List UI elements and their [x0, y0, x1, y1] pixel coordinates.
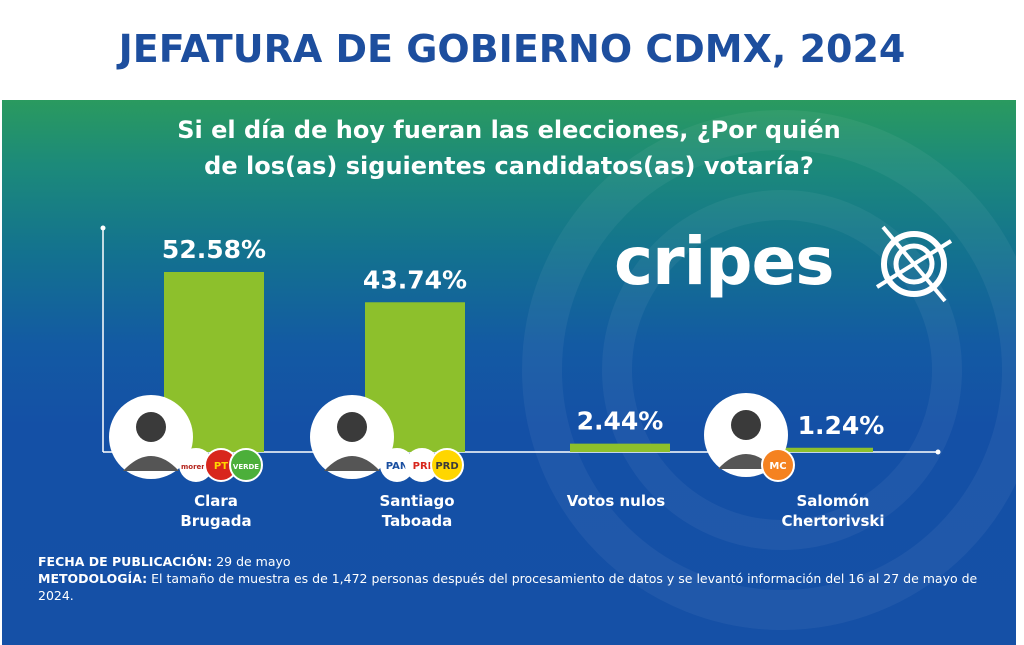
category-label: Votos nulos [567, 492, 666, 510]
party-logo-text: PRD [435, 461, 458, 472]
value-label: 52.58% [162, 235, 266, 264]
candidate-body-icon [324, 456, 380, 471]
value-label: 1.24% [798, 411, 885, 440]
value-label: 2.44% [577, 407, 664, 436]
party-logo-movimiento-ciudadano-icon [761, 448, 795, 482]
methodology-label: METODOLOGÍA: [38, 571, 148, 586]
publication-date-value: 29 de mayo [216, 554, 291, 569]
y-axis-end-dot [100, 225, 106, 231]
party-logo-text: PT [214, 461, 228, 472]
chart-panel: Si el día de hoy fueran las elecciones, … [2, 100, 1016, 645]
party-logo-text: VERDE [233, 463, 259, 471]
question-line-2: de los(as) siguientes candidatos(as) vot… [204, 152, 814, 180]
survey-question: Si el día de hoy fueran las elecciones, … [2, 112, 1016, 184]
category-label: Brugada [180, 512, 251, 530]
bar-salomón-chertorivski [773, 447, 873, 452]
party-logo-verde-icon [229, 448, 263, 482]
category-label: Salomón [797, 492, 870, 510]
category-label: Chertorivski [781, 512, 884, 530]
party-logo-prd-icon [430, 448, 464, 482]
methodology: METODOLOGÍA: El tamaño de muestra es de … [38, 570, 998, 604]
bar-votos-nulos [570, 443, 670, 452]
candidate-head-icon [337, 412, 367, 442]
header: JEFATURA DE GOBIERNO CDMX, 2024 [0, 0, 1024, 100]
footer-notes: FECHA DE PUBLICACIÓN: 29 de mayo METODOL… [38, 553, 998, 604]
category-label: Taboada [382, 512, 452, 530]
page-title: JEFATURA DE GOBIERNO CDMX, 2024 [118, 27, 906, 71]
x-axis-end-dot [935, 449, 941, 455]
value-label: 43.74% [363, 265, 467, 294]
target-crosshair-icon [875, 225, 953, 303]
party-logo-text: MC [769, 461, 786, 472]
party-logo-text: PAN [386, 461, 409, 472]
candidate-body-icon [718, 454, 774, 469]
question-line-1: Si el día de hoy fueran las elecciones, … [177, 116, 841, 144]
candidate-head-icon [731, 410, 761, 440]
cripeso-logo: cripes [614, 223, 835, 300]
publication-date-label: FECHA DE PUBLICACIÓN: [38, 554, 213, 569]
candidate-body-icon [123, 456, 179, 471]
bar-chart: morena PT VERDE PAN PRI PRD MC 52.58% Clara Brug… [100, 225, 941, 530]
publication-date: FECHA DE PUBLICACIÓN: 29 de mayo [38, 553, 998, 570]
party-logo-text: morena [181, 463, 211, 471]
candidate-head-icon [136, 412, 166, 442]
party-logo-text: PRI [413, 461, 432, 472]
category-label: Clara [194, 492, 238, 510]
methodology-value: El tamaño de muestra es de 1,472 persona… [38, 571, 978, 603]
category-label: Santiago [379, 492, 454, 510]
